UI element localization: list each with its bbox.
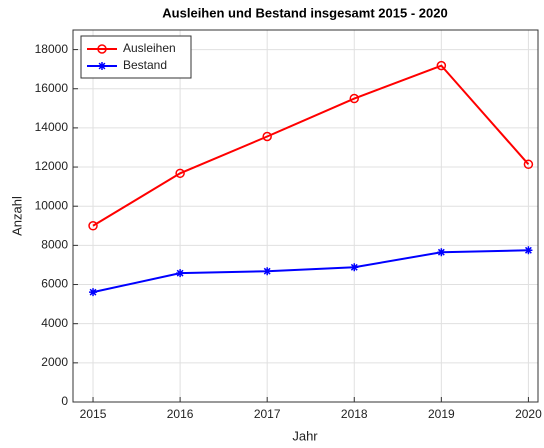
x-tick-label: 2016 bbox=[167, 407, 194, 421]
y-tick-label: 12000 bbox=[35, 159, 69, 173]
x-tick-label: 2017 bbox=[254, 407, 281, 421]
legend-marker bbox=[97, 44, 107, 54]
y-tick-label: 10000 bbox=[35, 198, 69, 212]
y-tick-label: 6000 bbox=[41, 277, 68, 291]
point bbox=[263, 267, 272, 276]
y-axis-label: Anzahl bbox=[9, 196, 24, 236]
point bbox=[89, 288, 98, 297]
series-line bbox=[92, 64, 530, 227]
point bbox=[349, 93, 360, 104]
y-tick-label: 8000 bbox=[41, 238, 68, 252]
x-axis-label: Jahr bbox=[292, 428, 318, 443]
chart-title: Ausleihen und Bestand insgesamt 2015 - 2… bbox=[162, 5, 447, 20]
y-tick-label: 14000 bbox=[35, 120, 69, 134]
point bbox=[176, 269, 185, 278]
point bbox=[350, 263, 359, 272]
y-tick-label: 2000 bbox=[41, 355, 68, 369]
y-tick-label: 18000 bbox=[35, 42, 69, 56]
point bbox=[262, 131, 272, 142]
legend-label: Ausleihen bbox=[123, 41, 176, 55]
x-tick-label: 2018 bbox=[341, 407, 368, 421]
plot-frame bbox=[72, 29, 539, 403]
point bbox=[437, 248, 446, 257]
legend-label: Bestand bbox=[123, 58, 167, 72]
series-line bbox=[92, 249, 529, 294]
y-tick-label: 0 bbox=[61, 394, 68, 408]
x-tick-label: 2020 bbox=[515, 407, 542, 421]
y-tick-label: 16000 bbox=[35, 81, 69, 95]
x-tick-label: 2019 bbox=[428, 407, 455, 421]
y-tick-label: 4000 bbox=[41, 316, 68, 330]
legend-box bbox=[80, 35, 192, 79]
legend: Ausleihen Bestand bbox=[80, 35, 192, 79]
x-tick-label: 2015 bbox=[80, 407, 107, 421]
legend-marker bbox=[98, 62, 106, 70]
point bbox=[436, 60, 447, 71]
point bbox=[175, 168, 185, 179]
point bbox=[524, 246, 533, 255]
point bbox=[523, 159, 534, 170]
point bbox=[88, 221, 98, 231]
